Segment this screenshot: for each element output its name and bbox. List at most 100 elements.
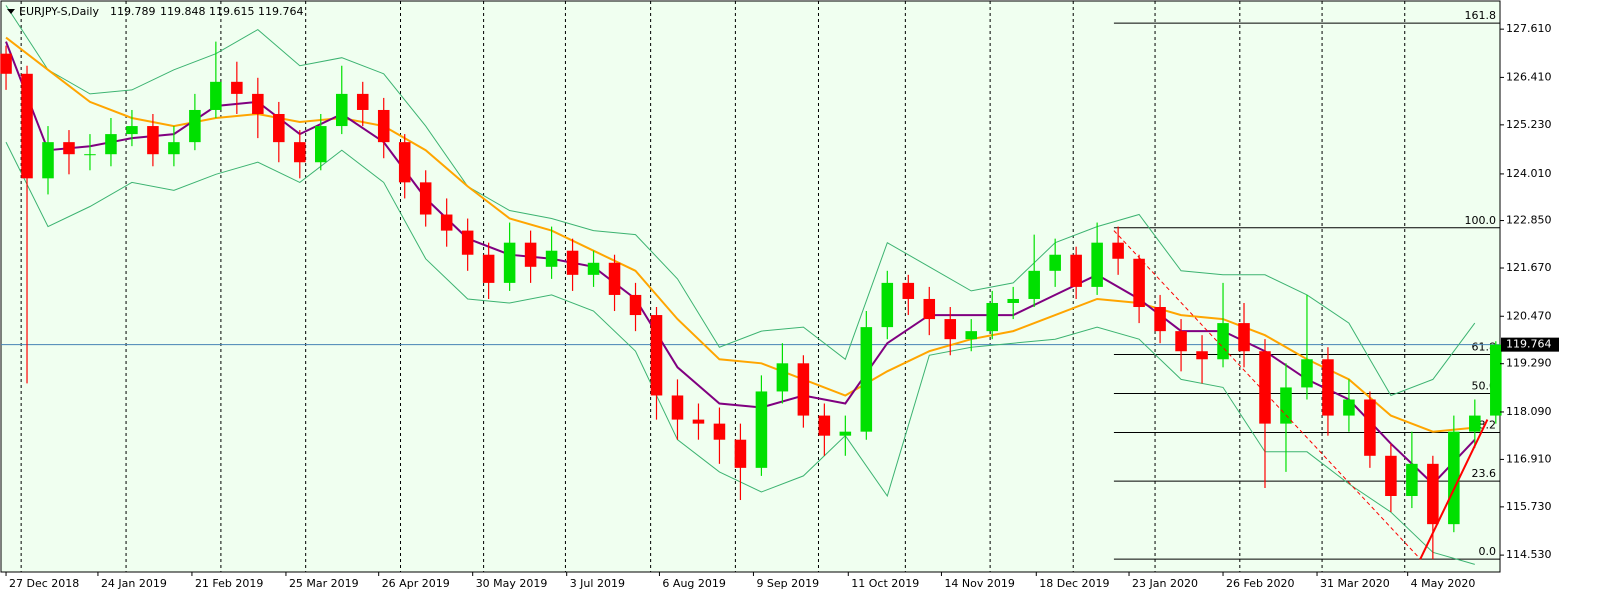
candle-body [650,315,663,396]
fibo-label: 23.6 [1472,467,1497,480]
ohlc-open: 119.789 [110,5,156,18]
candle-body [818,415,831,436]
symbol: EURJPY-S,Daily [19,5,99,18]
candle-body [776,363,789,392]
x-tick-label: 25 Mar 2019 [289,577,359,590]
candle-body [1469,415,1481,432]
candle-body [1196,351,1208,360]
candle-body [252,93,264,114]
fibo-label: 50.0 [1472,379,1497,392]
candle-body [545,250,558,267]
candle-body [273,113,285,143]
trendline [1419,419,1489,560]
candle-body [503,242,516,283]
x-tick-label: 14 Nov 2019 [944,577,1014,590]
candle-body [105,134,117,155]
x-tick-label: 26 Apr 2019 [382,577,450,590]
candle-body [1301,359,1313,388]
candle-body [440,214,453,231]
candle-body [902,282,915,299]
indicator-line [5,36,1475,433]
candle-body [1343,399,1355,416]
candle-body [1259,351,1271,424]
ohlc-high: 119.848 [160,5,206,18]
candle-body [147,126,159,155]
candle-body [1028,270,1040,299]
x-tick-label: 27 Dec 2018 [9,577,79,590]
y-tick-label: 119.290 [1506,357,1552,370]
candle-body [566,250,579,275]
candle-body [1280,387,1292,424]
candle-body [1406,463,1418,497]
candle-body [608,262,621,295]
candle-body [755,391,768,468]
candle-body [524,242,537,267]
candle-body [965,331,978,340]
candle-body [1175,331,1187,352]
x-tick-label: 18 Dec 2019 [1039,577,1109,590]
y-tick-label: 124.010 [1506,167,1552,180]
candle-body [461,230,474,255]
candle-body [189,109,201,143]
candle-body [671,395,684,420]
candle-body [315,126,327,163]
candle-body [629,294,642,316]
fibo-label: 100.0 [1465,214,1497,227]
ohlc-low: 119.615 [209,5,255,18]
candle-body [1133,258,1145,308]
x-tick-label: 21 Feb 2019 [195,577,263,590]
candle-body [692,419,705,424]
candle-body [1490,344,1502,416]
y-tick-label: 115.730 [1506,500,1552,513]
candle-body [482,254,495,283]
candle-body [1322,359,1334,416]
indicator-line [5,5,1476,397]
x-tick-label: 6 Aug 2019 [662,577,725,590]
y-tick-label: 121.670 [1506,261,1552,274]
candle-body [63,142,75,155]
price-box-label: 119.764 [1506,338,1552,351]
price-box [1501,337,1559,352]
candle-body [168,142,180,155]
candle-body [986,302,998,332]
y-tick-label: 114.530 [1506,548,1552,561]
x-tick-label: 23 Jan 2020 [1132,577,1198,590]
y-tick-label: 126.410 [1506,70,1552,83]
x-tick-label: 30 May 2019 [476,577,548,590]
candle-body [860,327,873,432]
candle-body [1217,323,1229,360]
fibo-label: 0.0 [1479,545,1497,558]
x-tick-label: 26 Feb 2020 [1226,577,1294,590]
candle-body [713,423,726,440]
candle-body [21,73,33,179]
candle-body [335,93,348,127]
candle-body [377,109,390,143]
candle-body [1448,431,1460,525]
y-tick-label: 122.850 [1506,214,1552,227]
candle-body [881,282,894,328]
y-tick-label: 120.470 [1506,309,1552,322]
y-tick-label: 127.610 [1506,22,1552,35]
candle-body [1238,323,1250,352]
fibo-label: 161.8 [1465,9,1497,22]
plot-area [0,0,1501,573]
candle-body [1112,242,1124,259]
candle-body [231,81,243,94]
candle-body [1070,254,1082,287]
trendline [1113,230,1421,560]
ohlc-close: 119.764 [258,5,304,18]
candle-body [1154,307,1166,332]
y-tick-label: 125.230 [1506,118,1552,131]
candle-body [126,126,138,135]
candle-body [1091,242,1103,287]
candle-body [42,142,54,179]
x-tick-label: 3 Jul 2019 [570,577,625,590]
menu-arrow [7,9,15,14]
x-tick-label: 4 May 2020 [1411,577,1476,590]
x-tick-label: 24 Jan 2019 [101,577,167,590]
candle-body [398,142,411,183]
candle-body [944,319,957,340]
